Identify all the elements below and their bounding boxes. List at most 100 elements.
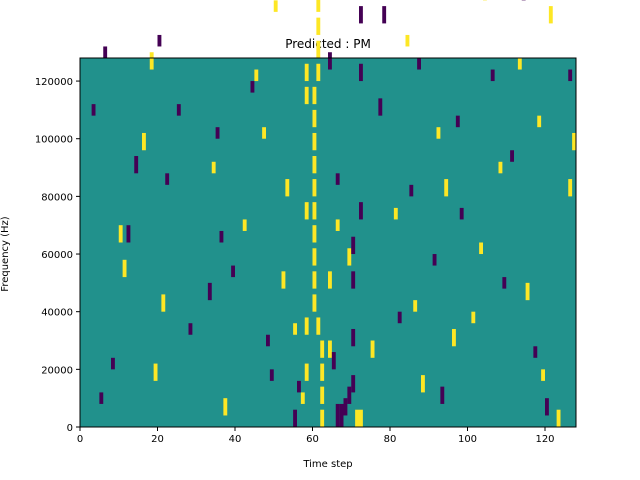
heatmap-cell-low [111, 357, 115, 370]
plot-area [80, 0, 576, 427]
heatmap-cell-low [269, 369, 274, 381]
heatmap-cell-low [297, 380, 301, 393]
heatmap-cell-low [165, 173, 170, 185]
heatmap-cell-low [347, 386, 352, 404]
heatmap-cell-high [320, 409, 325, 427]
x-tick-label: 100 [458, 434, 477, 445]
heatmap-background [80, 58, 576, 427]
heatmap-cell-high [312, 86, 317, 105]
heatmap-cell-low [359, 6, 363, 24]
heatmap-cell-high [498, 161, 503, 174]
heatmap-cell-low [335, 173, 340, 185]
y-tick-label: 80000 [41, 192, 73, 203]
heatmap-cell-low [99, 392, 104, 404]
heatmap-cell-high [320, 386, 325, 404]
heatmap-cell-low [351, 375, 356, 393]
heatmap-cell-high [328, 271, 332, 289]
heatmap-cell-low [331, 352, 336, 370]
heatmap-cell-high [304, 363, 309, 381]
heatmap-cell-low [157, 34, 162, 47]
heatmap-cell-high [254, 69, 259, 82]
heatmap-cell-high [312, 202, 317, 220]
heatmap-cell-high [359, 409, 363, 427]
heatmap-cell-low [432, 254, 437, 266]
heatmap-cell-low [359, 202, 363, 220]
heatmap-cell-high [541, 369, 545, 381]
x-tick-label: 20 [151, 434, 164, 445]
heatmap-cell-high [281, 271, 286, 289]
heatmap-cell-high [479, 242, 483, 255]
heatmap-cell-high [320, 363, 325, 381]
heatmap-cell-high [211, 161, 216, 174]
heatmap-cell-low [502, 277, 507, 289]
heatmap-cell-low [266, 334, 270, 347]
heatmap-cell-high [316, 0, 321, 12]
heatmap-cell-low [568, 69, 573, 82]
heatmap-cell-low [250, 81, 255, 93]
heatmap-cell-high [312, 132, 317, 151]
heatmap-cell-high [304, 317, 309, 335]
plot-frame [79, 57, 577, 428]
heatmap-cell-high [556, 409, 561, 427]
y-tick-label: 0 [67, 423, 73, 434]
heatmap-cell-high [153, 363, 158, 381]
heatmap-cell-low [219, 230, 224, 243]
heatmap-cell-low [409, 184, 414, 197]
heatmap-cell-low [351, 236, 356, 255]
y-tick-label: 40000 [41, 308, 73, 319]
heatmap-cell-low [343, 398, 348, 416]
heatmap-cell-low [545, 398, 549, 416]
heatmap-cell-high [572, 132, 576, 151]
heatmap-cell-low [440, 386, 445, 404]
heatmap-cell-high [537, 115, 542, 128]
x-tick-label: 60 [306, 434, 319, 445]
chart-title: Predicted : PM [285, 37, 371, 51]
heatmap-cell-low [378, 98, 383, 116]
heatmap-cell-low [328, 52, 332, 70]
x-tick-label: 120 [535, 434, 554, 445]
heatmap-cell-high [223, 398, 228, 416]
y-axis-label: Frequency (Hz) [0, 216, 11, 292]
heatmap-cell-low [207, 282, 212, 301]
y-tick-label: 60000 [41, 250, 73, 261]
x-tick-label: 80 [384, 434, 397, 445]
heatmap-cell-low [91, 104, 96, 116]
heatmap-cell-high [142, 132, 146, 151]
x-tick-label: 40 [229, 434, 242, 445]
y-tick-label: 120000 [35, 77, 73, 88]
x-tick-label: 0 [77, 434, 83, 445]
heatmap-cell-high [312, 248, 317, 266]
heatmap-cell-high [285, 179, 290, 197]
heatmap-cell-low [455, 115, 460, 128]
heatmap-cell-high [304, 63, 309, 82]
heatmap-cell-high [118, 225, 123, 243]
heatmap-cell-high [316, 17, 321, 35]
heatmap-cell-high [312, 156, 317, 174]
heatmap-cell-low [351, 271, 356, 289]
heatmap-cell-high [452, 328, 456, 347]
heatmap-cell-low [126, 225, 131, 243]
heatmap-cell-high [355, 409, 359, 427]
heatmap-cell-high [413, 300, 418, 312]
heatmap-cell-high [320, 340, 325, 358]
heatmap-cell-high [316, 317, 321, 335]
heatmap-cell-high [568, 179, 573, 197]
heatmap-cell-high [421, 375, 425, 393]
heatmap-cell-low [533, 346, 538, 358]
heatmap-cell-high [122, 259, 127, 278]
x-axis-label: Time step [302, 459, 352, 470]
heatmap-cell-high [525, 282, 530, 301]
heatmap-cell-low [231, 265, 235, 278]
heatmap-cell-low [510, 150, 514, 162]
heatmap-cell-high [405, 34, 410, 47]
heatmap-cell-high [293, 323, 297, 335]
heatmap-cell-high [312, 294, 317, 312]
heatmap-cell-high [312, 179, 317, 197]
heatmap-cell-high [548, 6, 553, 24]
heatmap-cell-low [293, 409, 297, 427]
heatmap-cell-high [316, 40, 321, 58]
heatmap-cell-high [161, 294, 166, 312]
heatmap-cell-high [471, 311, 476, 324]
heatmap-cell-low [339, 403, 344, 427]
